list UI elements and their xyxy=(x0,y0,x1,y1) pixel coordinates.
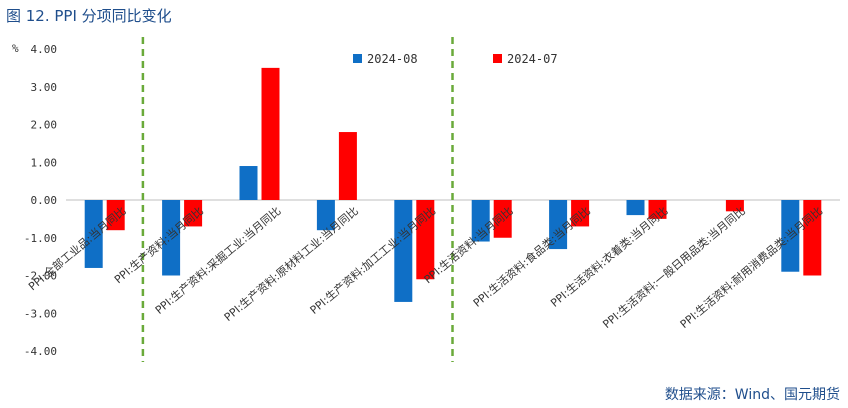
category-label: PPI:生产资料:原材料工业:当月同比 xyxy=(221,204,361,324)
y-tick-label: 4.00 xyxy=(31,43,58,56)
bar-2024-07 xyxy=(416,200,435,280)
y-tick-label: 3.00 xyxy=(31,81,58,94)
legend-swatch xyxy=(493,54,502,63)
bar-2024-07 xyxy=(803,200,822,276)
y-tick-label: 2.00 xyxy=(31,119,58,132)
bar-2024-08 xyxy=(626,200,645,216)
y-axis-unit: % xyxy=(12,42,19,55)
bar-2024-07 xyxy=(261,67,280,200)
group-dividers xyxy=(141,37,454,362)
bar-2024-08 xyxy=(394,200,413,302)
category-label: PPI:生活资料:一般日用品类:当月同比 xyxy=(600,204,748,331)
bar-2024-07 xyxy=(184,200,203,227)
bar-2024-08 xyxy=(471,200,490,242)
source-note: 数据来源：Wind、国元期货 xyxy=(664,387,840,403)
bars xyxy=(84,67,822,302)
y-tick-label: 0.00 xyxy=(31,194,58,207)
bar-2024-08 xyxy=(239,166,258,200)
bar-2024-08 xyxy=(162,200,181,276)
bar-2024-07 xyxy=(725,200,744,212)
bar-2024-07 xyxy=(338,132,357,200)
legend-swatch xyxy=(353,54,362,63)
bar-2024-07 xyxy=(493,200,512,238)
y-tick-label: -2.00 xyxy=(24,270,57,283)
y-tick-label: -4.00 xyxy=(24,345,57,358)
legend-label: 2024-08 xyxy=(367,52,418,66)
bar-2024-07 xyxy=(571,200,590,227)
bar-2024-07 xyxy=(106,200,125,231)
y-tick-label: -3.00 xyxy=(24,307,57,320)
y-tick-label: 1.00 xyxy=(31,156,58,169)
bar-2024-07 xyxy=(648,200,667,219)
chart-title: 图 12. PPI 分项同比变化 xyxy=(6,7,172,25)
legend-label: 2024-07 xyxy=(507,52,558,66)
legend: 2024-08 2024-07 xyxy=(353,52,558,66)
category-label: PPI:全部工业品:当月同比 xyxy=(25,204,128,294)
bar-2024-08 xyxy=(549,200,568,250)
category-label: PPI:生活资料:耐用消费品类:当月同比 xyxy=(677,204,825,331)
y-tick-label: -1.00 xyxy=(24,232,57,245)
bar-2024-08 xyxy=(316,200,335,231)
bar-2024-08 xyxy=(84,200,103,268)
bar-2024-08 xyxy=(781,200,800,272)
